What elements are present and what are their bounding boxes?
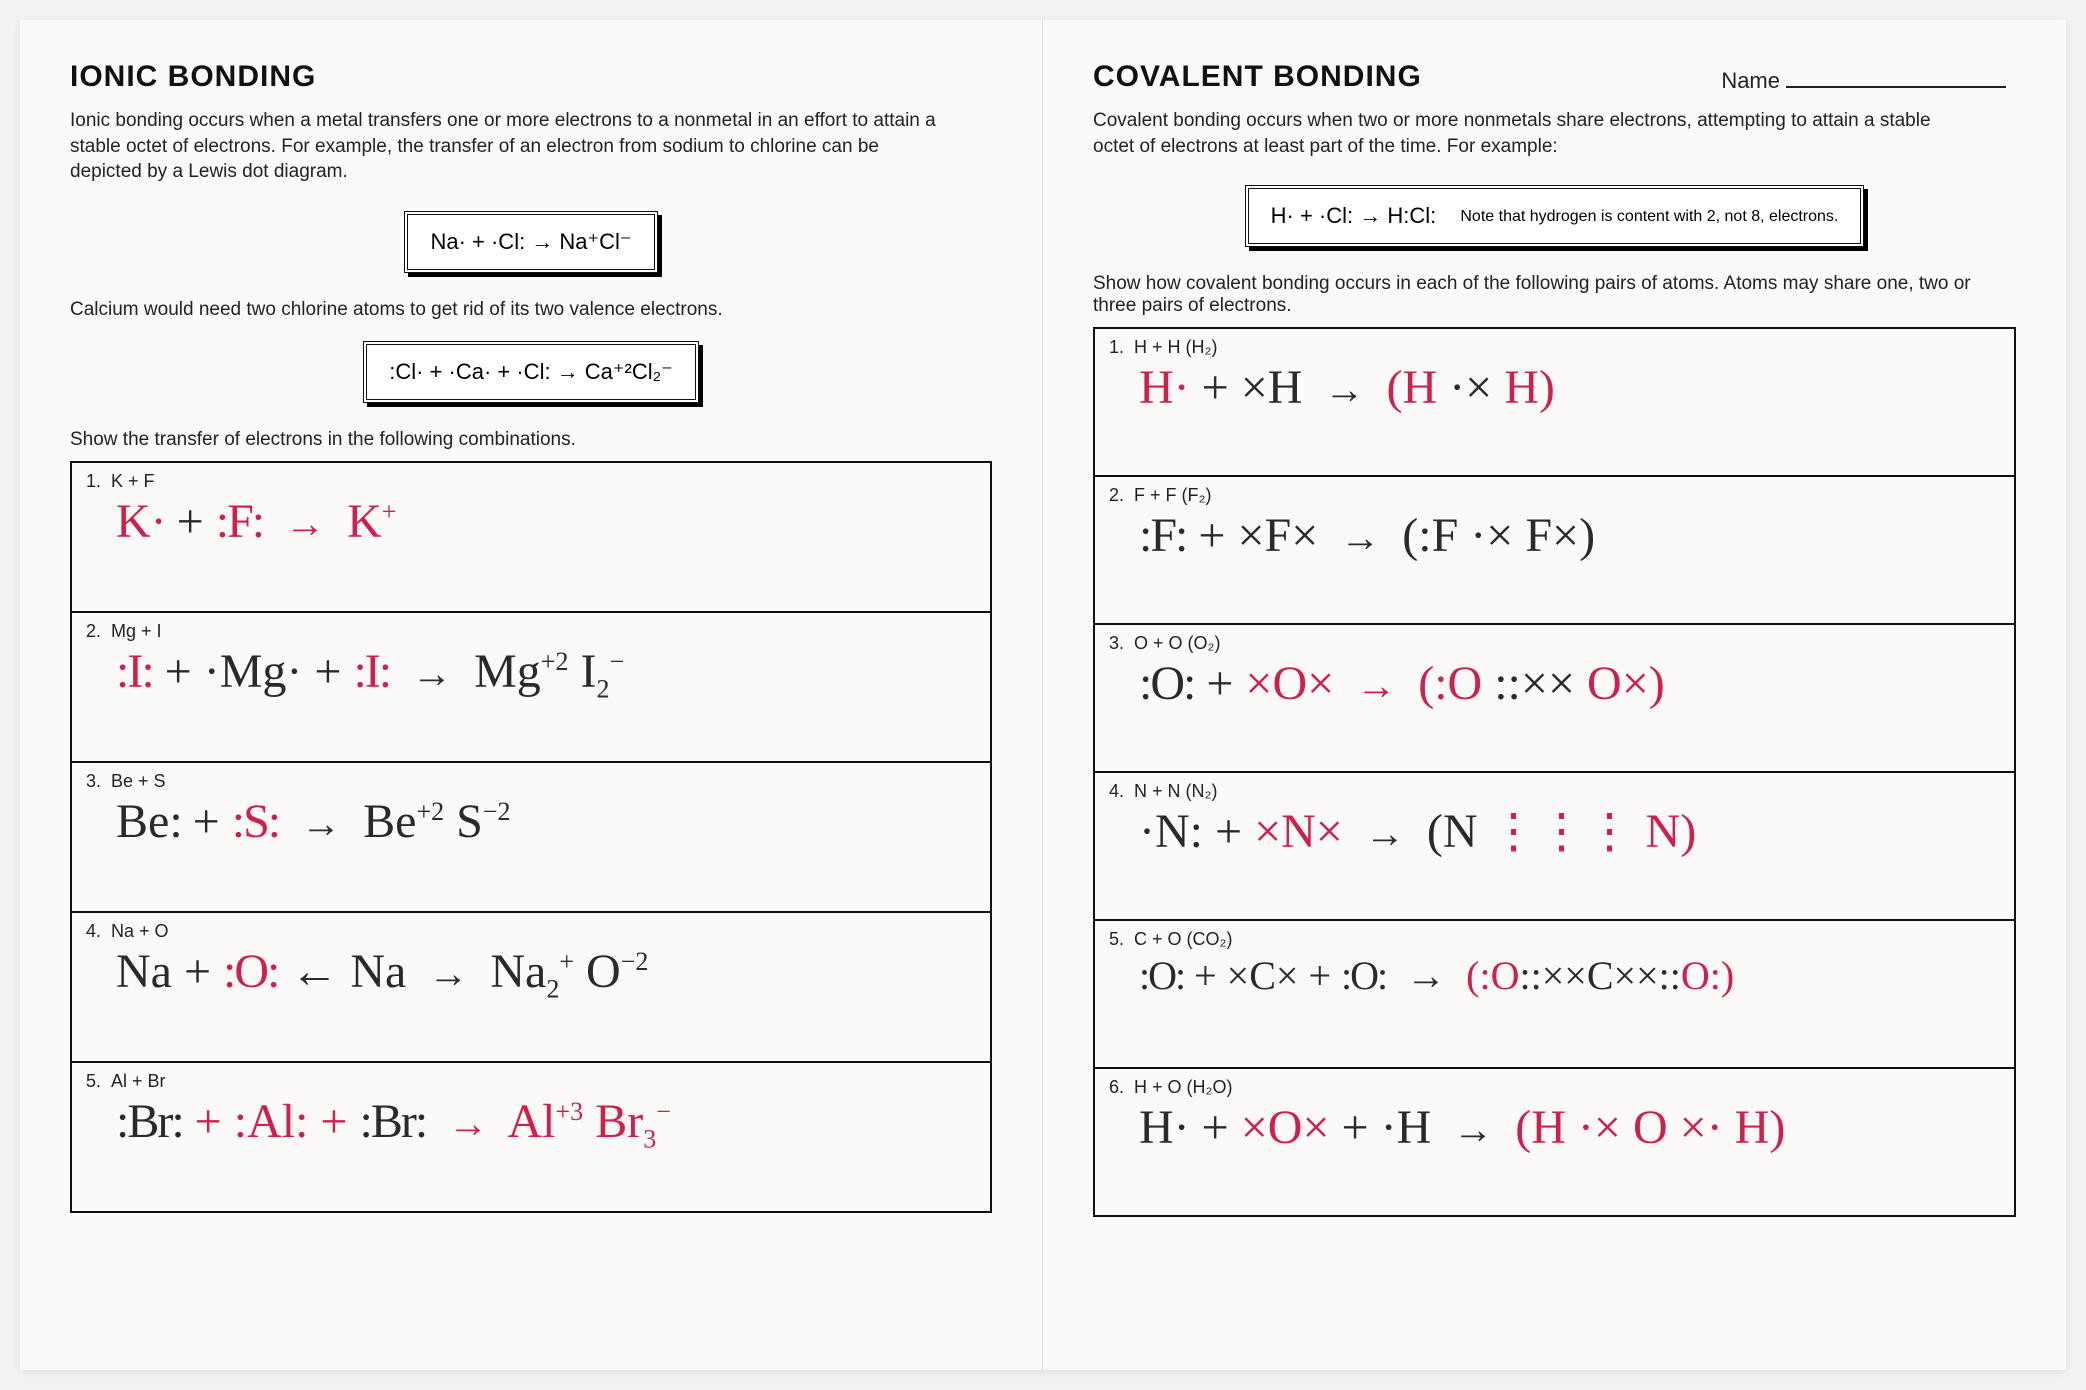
ionic-problem-2: 2. Mg + I :I: + ·Mg· + :I: → Mg+2 I2− (72, 613, 990, 763)
problem-number: 4. (86, 921, 101, 941)
ionic-answer-5: :Br: + :Al: + :Br: → Al+3 Br3− (86, 1092, 976, 1161)
ionic-problems: 1. K + F K· + :F: → K+ 2. Mg + I :I: + ·… (70, 461, 992, 1213)
ionic-problem-3: 3. Be + S Be: + :S: → Be+2 S−2 (72, 763, 990, 913)
problem-question: F + F (F₂) (1134, 485, 1211, 505)
covalent-answer-3: :O: + ×O× → (:O ::×× O×) (1109, 654, 2000, 716)
page-covalent: Name COVALENT BONDING Covalent bonding o… (1043, 20, 2066, 1370)
problem-question: N + N (N₂) (1134, 781, 1218, 801)
problem-number: 5. (86, 1071, 101, 1091)
ionic-answer-3: Be: + :S: → Be+2 S−2 (86, 792, 976, 854)
problem-question: Al + Br (111, 1071, 166, 1091)
name-label: Name (1721, 68, 1780, 93)
ionic-example-2: :Cl· + ·Ca· + ·Cl: → Ca⁺²Cl₂⁻ (363, 341, 699, 403)
problem-question: H + H (H₂) (1134, 337, 1218, 357)
problem-number: 2. (86, 621, 101, 641)
problem-number: 1. (1109, 337, 1124, 357)
ionic-mid-text: Calcium would need two chlorine atoms to… (70, 299, 992, 321)
problem-number: 6. (1109, 1077, 1124, 1097)
problem-question: H + O (H₂O) (1134, 1077, 1233, 1097)
covalent-answer-5: :O: + ×C× + :O: → (:O::××C××::O:) (1109, 950, 2000, 1004)
covalent-problem-5: 5. C + O (CO₂) :O: + ×C× + :O: → (:O::××… (1095, 921, 2014, 1069)
problem-number: 5. (1109, 929, 1124, 949)
covalent-example: H· + ·Cl: → H:Cl: Note that hydrogen is … (1245, 185, 1865, 247)
problem-question: K + F (111, 471, 155, 491)
covalent-intro: Covalent bonding occurs when two or more… (1093, 108, 1973, 159)
problem-question: Be + S (111, 771, 166, 791)
covalent-answer-1: H· + ×H → (H ·× H) (1109, 358, 2000, 420)
covalent-problem-2: 2. F + F (F₂) :F: + ×F× → (:F ·× F×) (1095, 477, 2014, 625)
covalent-example-note: Note that hydrogen is content with 2, no… (1460, 207, 1838, 227)
ionic-intro: Ionic bonding occurs when a metal transf… (70, 108, 950, 185)
ionic-problem-5: 5. Al + Br :Br: + :Al: + :Br: → Al+3 Br3… (72, 1063, 990, 1213)
covalent-answer-4: ·N: + ×N× → (N ⋮⋮⋮ N) (1109, 802, 2000, 864)
ionic-example-2-wrap: :Cl· + ·Ca· + ·Cl: → Ca⁺²Cl₂⁻ (70, 331, 992, 421)
covalent-example-wrap: H· + ·Cl: → H:Cl: Note that hydrogen is … (1093, 175, 2016, 265)
ionic-answer-1: K· + :F: → K+ (86, 492, 976, 554)
ionic-answer-4: Na + :O: ← Na → Na2+ O−2 (86, 942, 976, 1011)
ionic-problem-1: 1. K + F K· + :F: → K+ (72, 463, 990, 613)
covalent-problem-3: 3. O + O (O₂) :O: + ×O× → (:O ::×× O×) (1095, 625, 2014, 773)
problem-number: 3. (86, 771, 101, 791)
covalent-problem-6: 6. H + O (H₂O) H· + ×O× + ·H → (H ·× O ×… (1095, 1069, 2014, 1217)
problem-number: 3. (1109, 633, 1124, 653)
problem-question: O + O (O₂) (1134, 633, 1221, 653)
worksheet-sheet: IONIC BONDING Ionic bonding occurs when … (20, 20, 2066, 1370)
name-field: Name (1721, 68, 2006, 94)
ionic-instruction: Show the transfer of electrons in the fo… (70, 429, 992, 451)
ionic-example-1: Na· + ·Cl: → Na⁺Cl⁻ (404, 211, 657, 273)
problem-number: 2. (1109, 485, 1124, 505)
covalent-problem-1: 1. H + H (H₂) H· + ×H → (H ·× H) (1095, 329, 2014, 477)
ionic-problem-4: 4. Na + O Na + :O: ← Na → Na2+ O−2 (72, 913, 990, 1063)
problem-question: Na + O (111, 921, 169, 941)
problem-question: Mg + I (111, 621, 162, 641)
problem-number: 1. (86, 471, 101, 491)
name-blank-line[interactable] (1786, 86, 2006, 88)
page-ionic: IONIC BONDING Ionic bonding occurs when … (20, 20, 1043, 1370)
problem-question: C + O (CO₂) (1134, 929, 1233, 949)
covalent-problems: 1. H + H (H₂) H· + ×H → (H ·× H) 2. F + … (1093, 327, 2016, 1217)
ionic-example-1-wrap: Na· + ·Cl: → Na⁺Cl⁻ (70, 201, 992, 291)
covalent-instruction: Show how covalent bonding occurs in each… (1093, 273, 2016, 317)
problem-number: 4. (1109, 781, 1124, 801)
covalent-answer-2: :F: + ×F× → (:F ·× F×) (1109, 506, 2000, 568)
covalent-problem-4: 4. N + N (N₂) ·N: + ×N× → (N ⋮⋮⋮ N) (1095, 773, 2014, 921)
ionic-title: IONIC BONDING (70, 60, 992, 94)
covalent-example-eq: H· + ·Cl: → H:Cl: (1271, 203, 1437, 228)
ionic-answer-2: :I: + ·Mg· + :I: → Mg+2 I2− (86, 642, 976, 711)
covalent-answer-6: H· + ×O× + ·H → (H ·× O ×· H) (1109, 1098, 2000, 1160)
